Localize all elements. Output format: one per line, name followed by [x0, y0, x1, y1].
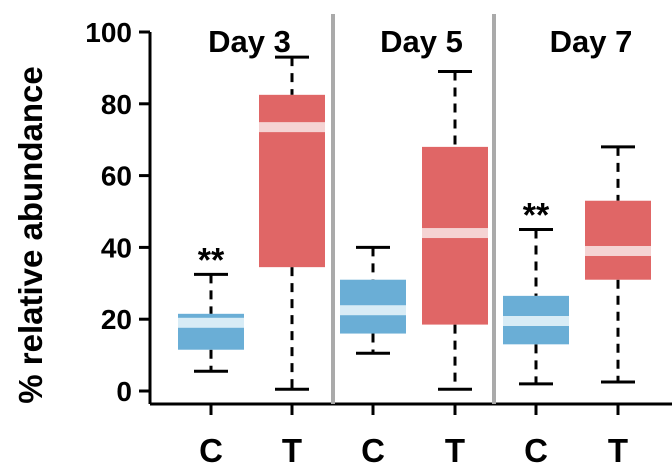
panel-1: Day 3 C ** T	[178, 24, 325, 467]
median-band	[340, 305, 406, 316]
axes: 0 20 40 60 80 100	[85, 14, 672, 407]
y-tick-label: 0	[116, 376, 132, 407]
y-axis-label: % relative abundance	[12, 66, 49, 403]
median-band	[422, 228, 488, 239]
box-t	[585, 200, 651, 280]
x-tick-label: C	[524, 432, 548, 467]
y-tick-label: 40	[101, 232, 132, 263]
y-tick-label: 80	[101, 89, 132, 120]
panel-title: Day 3	[208, 24, 291, 59]
panel-title: Day 5	[380, 24, 463, 59]
panels: Day 3 C ** T Day 5 C T Day 7 C ** T	[178, 24, 651, 467]
x-tick-label: T	[282, 432, 302, 467]
box-t	[259, 94, 325, 268]
median-band	[259, 122, 325, 133]
x-tick-label: T	[445, 432, 465, 467]
x-tick-label: T	[608, 432, 628, 467]
y-tick-label: 100	[85, 17, 132, 48]
y-tick-label: 20	[101, 304, 132, 335]
y-tick-label: 60	[101, 161, 132, 192]
median-band	[178, 317, 244, 328]
panel-2: Day 5 C T	[340, 24, 488, 467]
significance-annotation: **	[198, 241, 225, 279]
median-band	[503, 315, 569, 326]
x-tick-label: C	[199, 432, 223, 467]
x-tick-label: C	[361, 432, 385, 467]
panel-title: Day 7	[550, 24, 633, 59]
panel-3: Day 7 C ** T	[503, 24, 651, 467]
significance-annotation: **	[523, 196, 550, 234]
median-band	[585, 245, 651, 256]
